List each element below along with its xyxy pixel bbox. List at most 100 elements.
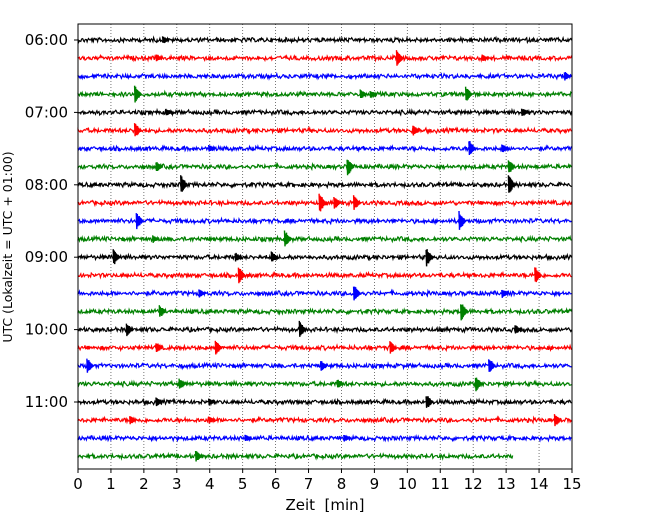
seismic-event xyxy=(534,267,542,283)
seismic-event xyxy=(553,414,562,427)
seismic-event xyxy=(208,416,216,424)
trace-baseline xyxy=(77,415,573,425)
seismic-event xyxy=(352,286,361,301)
x-tick-label: 13 xyxy=(497,475,516,493)
trace-row xyxy=(77,267,572,284)
seismic-event xyxy=(161,36,170,44)
seismic-event xyxy=(514,325,523,334)
seismic-event xyxy=(155,54,164,62)
seismic-event xyxy=(234,252,243,262)
seismic-event xyxy=(346,159,355,176)
seismic-event xyxy=(244,434,253,441)
y-tick-label: 10:00 xyxy=(25,321,68,339)
x-tick-label: 5 xyxy=(238,475,248,493)
trace-row xyxy=(77,193,573,212)
seismic-event xyxy=(133,123,142,137)
seismic-event xyxy=(395,50,404,66)
trace-row xyxy=(77,159,573,176)
seismic-event xyxy=(155,343,164,352)
seismic-event xyxy=(458,210,467,230)
trace-row xyxy=(77,249,573,267)
trace-baseline xyxy=(77,71,573,81)
x-tick-label: 8 xyxy=(337,475,347,493)
x-tick-label: 9 xyxy=(370,475,380,493)
seismic-event xyxy=(468,140,477,156)
y-tick-label: 08:00 xyxy=(25,176,68,194)
x-tick-label: 12 xyxy=(464,475,483,493)
trace-baseline xyxy=(77,180,572,190)
trace-baseline xyxy=(77,216,572,226)
x-tick-label: 0 xyxy=(73,475,83,493)
seismic-event xyxy=(158,305,167,317)
x-tick-label: 4 xyxy=(205,475,215,493)
y-axis: 06:00 07:00 08:00 09:00 10:00 11:00 xyxy=(25,31,78,411)
seismic-event xyxy=(425,249,434,267)
seismic-event xyxy=(501,289,509,298)
seismic-event xyxy=(464,86,473,101)
seismic-event xyxy=(501,144,509,153)
trace-row xyxy=(77,140,573,156)
trace-row xyxy=(77,230,572,247)
trace-row xyxy=(77,210,572,230)
trace-row xyxy=(77,71,573,81)
trace-baseline xyxy=(77,125,573,135)
trace-row xyxy=(77,340,573,355)
seismic-event xyxy=(133,85,142,103)
trace-row xyxy=(77,377,572,392)
x-tick-label: 7 xyxy=(304,475,314,493)
trace-row xyxy=(77,450,514,462)
seismic-event xyxy=(481,54,490,61)
seismic-event xyxy=(283,230,292,247)
trace-row xyxy=(77,107,573,117)
seismic-event xyxy=(298,320,307,337)
y-tick-label: 09:00 xyxy=(25,248,68,266)
trace-row xyxy=(77,358,572,373)
trace-baseline xyxy=(77,144,573,153)
seismic-event xyxy=(343,434,351,442)
seismic-event xyxy=(359,89,368,99)
trace-baseline xyxy=(77,288,572,298)
seismic-event xyxy=(135,213,144,230)
seismic-event xyxy=(333,196,342,209)
seismic-event xyxy=(507,160,516,173)
seismic-event xyxy=(155,397,164,407)
y-tick-label: 07:00 xyxy=(25,103,68,121)
trace-row xyxy=(77,286,572,301)
trace-baseline xyxy=(77,107,573,117)
seismic-event xyxy=(208,398,216,406)
seismic-event xyxy=(237,267,246,284)
seismic-event xyxy=(352,195,361,210)
x-tick-label: 3 xyxy=(172,475,182,493)
x-tick-label: 1 xyxy=(106,475,116,493)
seismic-event xyxy=(198,289,207,298)
x-tick-label: 2 xyxy=(139,475,149,493)
trace-row xyxy=(77,433,572,443)
trace-baseline xyxy=(77,325,573,335)
seismic-event xyxy=(336,379,345,388)
seismic-event xyxy=(520,108,529,116)
seismic-event xyxy=(507,175,516,193)
trace-baseline xyxy=(77,433,572,443)
seismic-event xyxy=(178,378,187,389)
seismic-event xyxy=(180,175,188,192)
seismic-event xyxy=(125,323,134,337)
seismic-event xyxy=(165,108,174,116)
trace-row xyxy=(77,320,573,337)
seismic-event xyxy=(318,193,327,212)
trace-baseline xyxy=(77,89,572,99)
plot-frame xyxy=(77,23,573,470)
x-tick-label: 11 xyxy=(431,475,450,493)
x-axis: 0 1 2 3 4 5 6 7 8 9 10 11 12 13 14 15 xyxy=(73,469,582,493)
seismic-event xyxy=(425,396,434,408)
seismic-event xyxy=(320,361,328,371)
seismic-event xyxy=(488,359,496,372)
seismic-event xyxy=(112,249,121,265)
trace-row xyxy=(77,85,572,103)
seismic-event xyxy=(155,162,164,172)
seismic-event xyxy=(389,341,398,354)
seismic-event xyxy=(152,235,160,243)
trace-row xyxy=(77,304,573,321)
x-tick-label: 14 xyxy=(530,475,549,493)
